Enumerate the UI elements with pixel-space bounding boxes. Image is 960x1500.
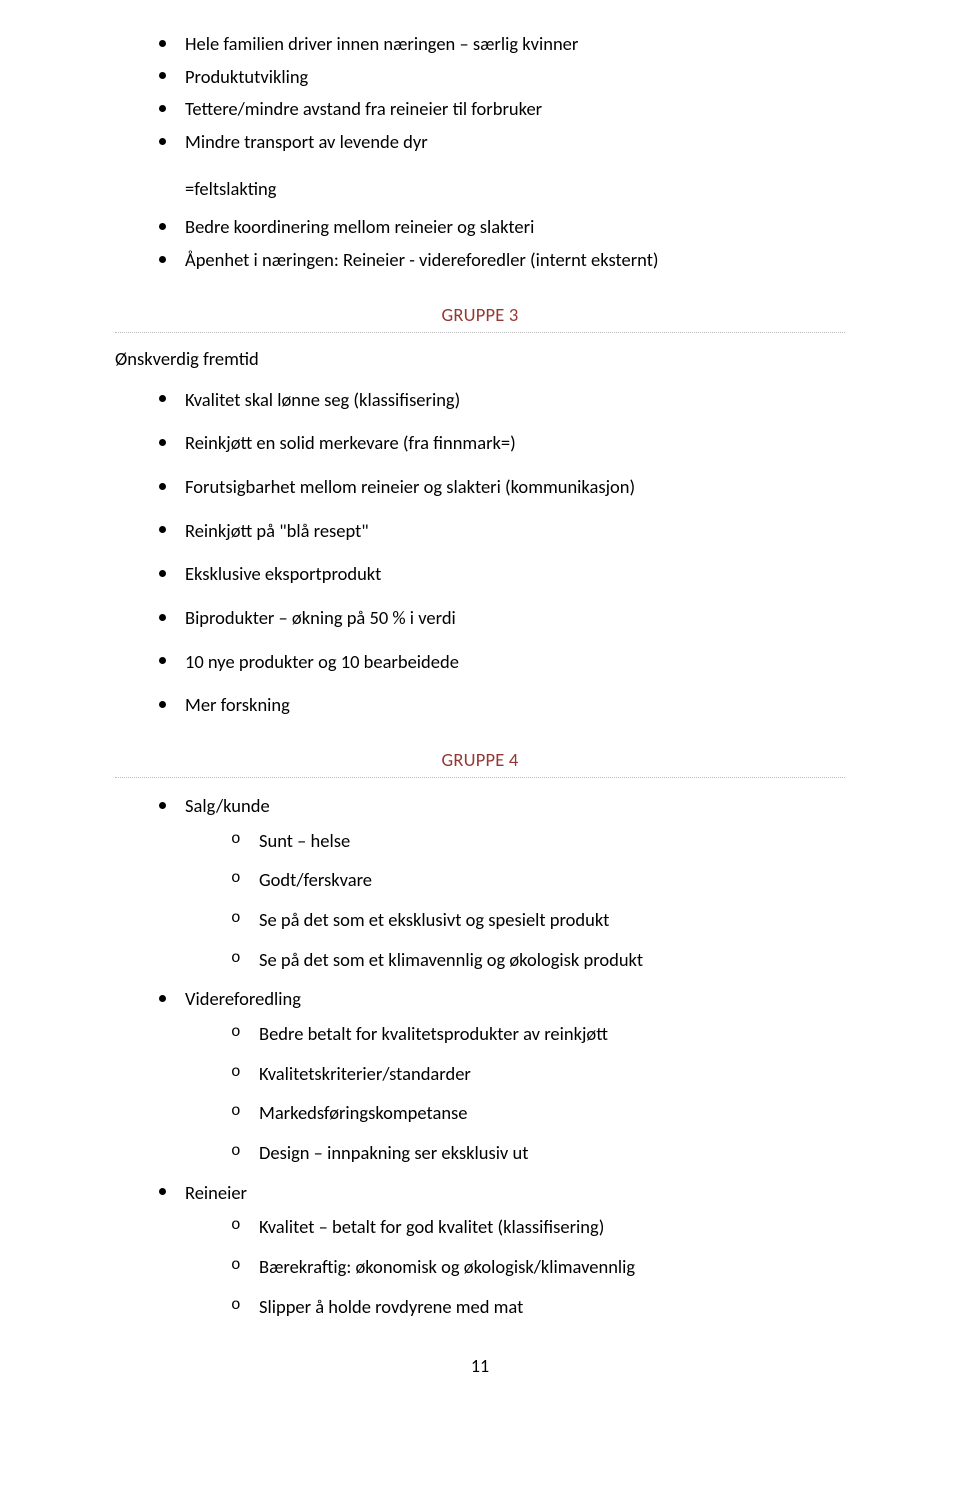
list-item: Videreforedling Bedre betalt for kvalite… xyxy=(159,985,845,1167)
sub-list-item: Kvalitet – betalt for god kvalitet (klas… xyxy=(231,1213,845,1242)
list-item: Eksklusive eksportprodukt xyxy=(159,560,845,589)
list-item: Hele familien driver innen næringen – sæ… xyxy=(159,30,845,59)
sub-list-item: Se på det som et klimavennlig og økologi… xyxy=(231,946,845,975)
sub-list-item: Godt/ferskvare xyxy=(231,866,845,895)
page-number: 11 xyxy=(115,1355,845,1377)
document-page: Hele familien driver innen næringen – sæ… xyxy=(0,0,960,1407)
list-item: Produktutvikling xyxy=(159,63,845,92)
divider xyxy=(115,332,845,333)
subheading: Ønskverdig fremtid xyxy=(115,347,845,370)
list-item: Mindre transport av levende dyr xyxy=(159,128,845,157)
bullet-list-1b: Bedre koordinering mellom reineier og sl… xyxy=(115,213,845,274)
bullet-list-gruppe4: Salg/kunde Sunt – helse Godt/ferskvare S… xyxy=(115,792,845,1321)
bullet-list-1: Hele familien driver innen næringen – sæ… xyxy=(115,30,845,157)
sub-list-item: Bærekraftig: økonomisk og økologisk/klim… xyxy=(231,1253,845,1282)
list-item: Forutsigbarhet mellom reineier og slakte… xyxy=(159,473,845,502)
section-heading-gruppe3: GRUPPE 3 xyxy=(115,303,845,326)
list-item: Bedre koordinering mellom reineier og sl… xyxy=(159,213,845,242)
list-item: Salg/kunde Sunt – helse Godt/ferskvare S… xyxy=(159,792,845,974)
sub-list: Bedre betalt for kvalitetsprodukter av r… xyxy=(185,1020,845,1168)
list-item-label: Videreforedling xyxy=(185,987,301,1010)
list-item: Reineier Kvalitet – betalt for god kvali… xyxy=(159,1179,845,1322)
sub-list-item: Design – innpakning ser eksklusiv ut xyxy=(231,1139,845,1168)
sub-list-item: Se på det som et eksklusivt og spesielt … xyxy=(231,906,845,935)
list-item: Åpenhet i næringen: Reineier - viderefor… xyxy=(159,246,845,275)
list-item-label: Salg/kunde xyxy=(185,794,270,817)
list-item: 10 nye produkter og 10 bearbeidede xyxy=(159,648,845,677)
sub-list-item: Markedsføringskompetanse xyxy=(231,1099,845,1128)
list-item: Reinkjøtt på "blå resept" xyxy=(159,517,845,546)
list-item-label: Reineier xyxy=(185,1181,247,1204)
sub-list: Kvalitet – betalt for god kvalitet (klas… xyxy=(185,1213,845,1321)
list-item: Kvalitet skal lønne seg (klassifisering) xyxy=(159,386,845,415)
sub-list: Sunt – helse Godt/ferskvare Se på det so… xyxy=(185,827,845,975)
divider xyxy=(115,777,845,778)
list-item: Biprodukter – økning på 50 % i verdi xyxy=(159,604,845,633)
sub-list-item: Kvalitetskriterier/standarder xyxy=(231,1060,845,1089)
list-item: Mer forskning xyxy=(159,691,845,720)
section-heading-gruppe4: GRUPPE 4 xyxy=(115,748,845,771)
sub-list-item: Bedre betalt for kvalitetsprodukter av r… xyxy=(231,1020,845,1049)
sub-list-item: Slipper å holde rovdyrene med mat xyxy=(231,1293,845,1322)
hanging-text: =feltslakting xyxy=(115,175,845,204)
list-item: Reinkjøtt en solid merkevare (fra finnma… xyxy=(159,429,845,458)
sub-list-item: Sunt – helse xyxy=(231,827,845,856)
list-item: Tettere/mindre avstand fra reineier til … xyxy=(159,95,845,124)
bullet-list-gruppe3: Kvalitet skal lønne seg (klassifisering)… xyxy=(115,386,845,720)
